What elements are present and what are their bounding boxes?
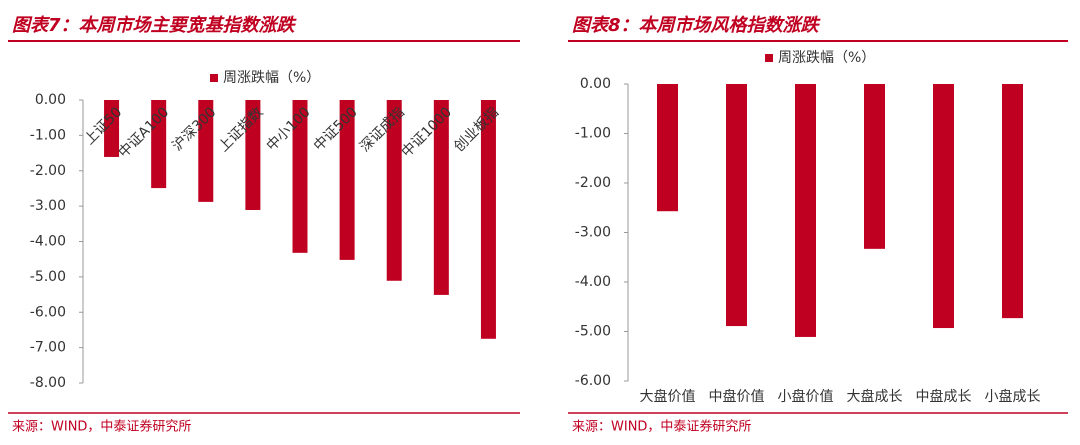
chart-title: 图表7：本周市场主要宽基指数涨跌 bbox=[12, 15, 298, 36]
bar bbox=[657, 84, 678, 212]
x-tick-label: 小盘成长 bbox=[985, 388, 1041, 405]
bar bbox=[386, 100, 402, 281]
y-tick-label: -5.00 bbox=[30, 269, 66, 285]
y-tick-label: -4.00 bbox=[30, 234, 66, 250]
y-tick-label: -3.00 bbox=[30, 198, 66, 214]
bar bbox=[104, 100, 120, 157]
x-tick-label: 小盘价值 bbox=[778, 388, 834, 405]
bar bbox=[933, 84, 954, 329]
y-tick-label: -3.00 bbox=[575, 225, 611, 241]
x-tick-label: 中盘价值 bbox=[709, 388, 765, 405]
legend-label: 周涨跌幅（%） bbox=[223, 70, 320, 86]
chart-title: 图表8：本周市场风格指数涨跌 bbox=[572, 15, 822, 36]
source: 来源：WIND，中泰证券研究所 bbox=[12, 419, 191, 435]
legend-swatch bbox=[765, 54, 773, 62]
x-tick-label: 大盘价值 bbox=[640, 388, 696, 405]
y-tick-label: -2.00 bbox=[575, 175, 611, 191]
y-tick-label: -2.00 bbox=[30, 163, 66, 179]
y-tick-label: 0.00 bbox=[580, 76, 611, 92]
x-tick-label: 大盘成长 bbox=[847, 388, 903, 405]
y-tick-label: -4.00 bbox=[575, 274, 611, 290]
y-tick-label: -1.00 bbox=[30, 127, 66, 143]
y-tick-label: -6.00 bbox=[575, 373, 611, 389]
y-tick-label: -5.00 bbox=[575, 324, 611, 340]
bar bbox=[726, 84, 747, 327]
bar bbox=[864, 84, 885, 249]
y-tick-label: -6.00 bbox=[30, 304, 66, 320]
bar bbox=[1002, 84, 1023, 319]
bar bbox=[339, 100, 355, 260]
y-tick-label: 0.00 bbox=[35, 92, 66, 108]
y-tick-label: -8.00 bbox=[30, 375, 66, 391]
legend-label: 周涨跌幅（%） bbox=[778, 50, 875, 66]
bar bbox=[480, 100, 496, 339]
bar bbox=[795, 84, 816, 337]
source: 来源：WIND，中泰证券研究所 bbox=[572, 419, 751, 435]
bar bbox=[292, 100, 308, 253]
bar bbox=[245, 100, 261, 211]
legend-swatch bbox=[210, 74, 218, 82]
bar bbox=[198, 100, 214, 202]
bar bbox=[151, 100, 167, 189]
bar bbox=[433, 100, 449, 295]
y-tick-label: -1.00 bbox=[575, 126, 611, 142]
x-tick-label: 中盘成长 bbox=[916, 388, 972, 405]
y-tick-label: -7.00 bbox=[30, 340, 66, 356]
